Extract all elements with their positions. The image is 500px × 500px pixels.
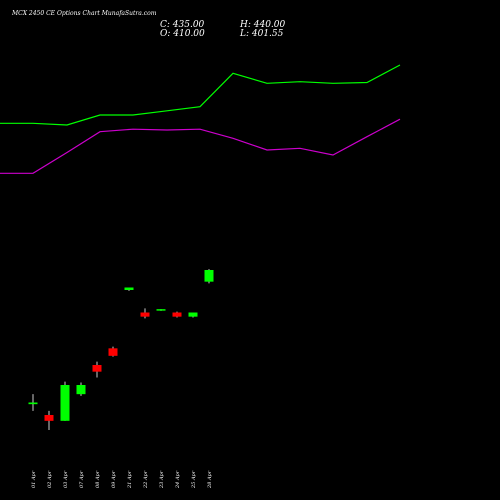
- x-tick-label: 08 Apr: [95, 470, 101, 488]
- candle: [204, 269, 214, 284]
- upper-band-line: [0, 64, 401, 126]
- candle: [76, 382, 86, 396]
- candle-body: [108, 348, 118, 356]
- candle-body: [140, 312, 150, 317]
- candle-body: [76, 385, 86, 395]
- candle: [172, 311, 182, 318]
- lower-band-line: [0, 118, 401, 174]
- candle: [156, 309, 166, 311]
- high-value: H: 440.00: [240, 20, 286, 30]
- chart-title: MCX 2450 CE Options Chart MunafaSutra.co…: [12, 10, 157, 17]
- close-value: C: 435.00: [160, 20, 205, 30]
- candle-body: [124, 287, 134, 290]
- x-tick-label: 22 Apr: [143, 470, 149, 489]
- low-value: L: 401.55: [240, 29, 284, 39]
- candle-body: [92, 365, 102, 372]
- candles: [28, 269, 214, 430]
- candle: [92, 361, 102, 378]
- x-tick-label: 07 Apr: [79, 470, 85, 488]
- x-tick-label: 03 Apr: [63, 470, 69, 488]
- x-tick-label: 21 Apr: [127, 470, 133, 489]
- candle: [188, 312, 198, 318]
- open-value: O: 410.00: [160, 29, 205, 39]
- candle-body: [156, 309, 166, 311]
- candle-body: [28, 402, 38, 405]
- x-tick-label: 25 Apr: [191, 470, 197, 489]
- x-tick-label: 23 Apr: [159, 470, 165, 489]
- candle-body: [172, 312, 182, 317]
- candle: [44, 410, 54, 430]
- candle: [140, 308, 150, 319]
- candle: [60, 381, 70, 421]
- candle-body: [60, 385, 70, 421]
- x-tick-label: 24 Apr: [175, 470, 181, 489]
- x-axis-labels: 01 Apr 02 Apr 03 Apr 07 Apr 08 Apr 09 Apr 21 A…: [31, 470, 213, 489]
- candle-body: [204, 270, 214, 282]
- candle: [108, 346, 118, 357]
- band-lines: [0, 64, 401, 174]
- x-tick-label: 01 Apr: [31, 470, 37, 488]
- candle-body: [44, 415, 54, 421]
- candle-body: [188, 312, 198, 317]
- x-tick-label: 02 Apr: [47, 470, 53, 488]
- x-tick-label: 09 Apr: [111, 470, 117, 488]
- candle: [28, 394, 38, 411]
- candle: [124, 287, 134, 291]
- x-tick-label: 28 Apr: [207, 470, 213, 489]
